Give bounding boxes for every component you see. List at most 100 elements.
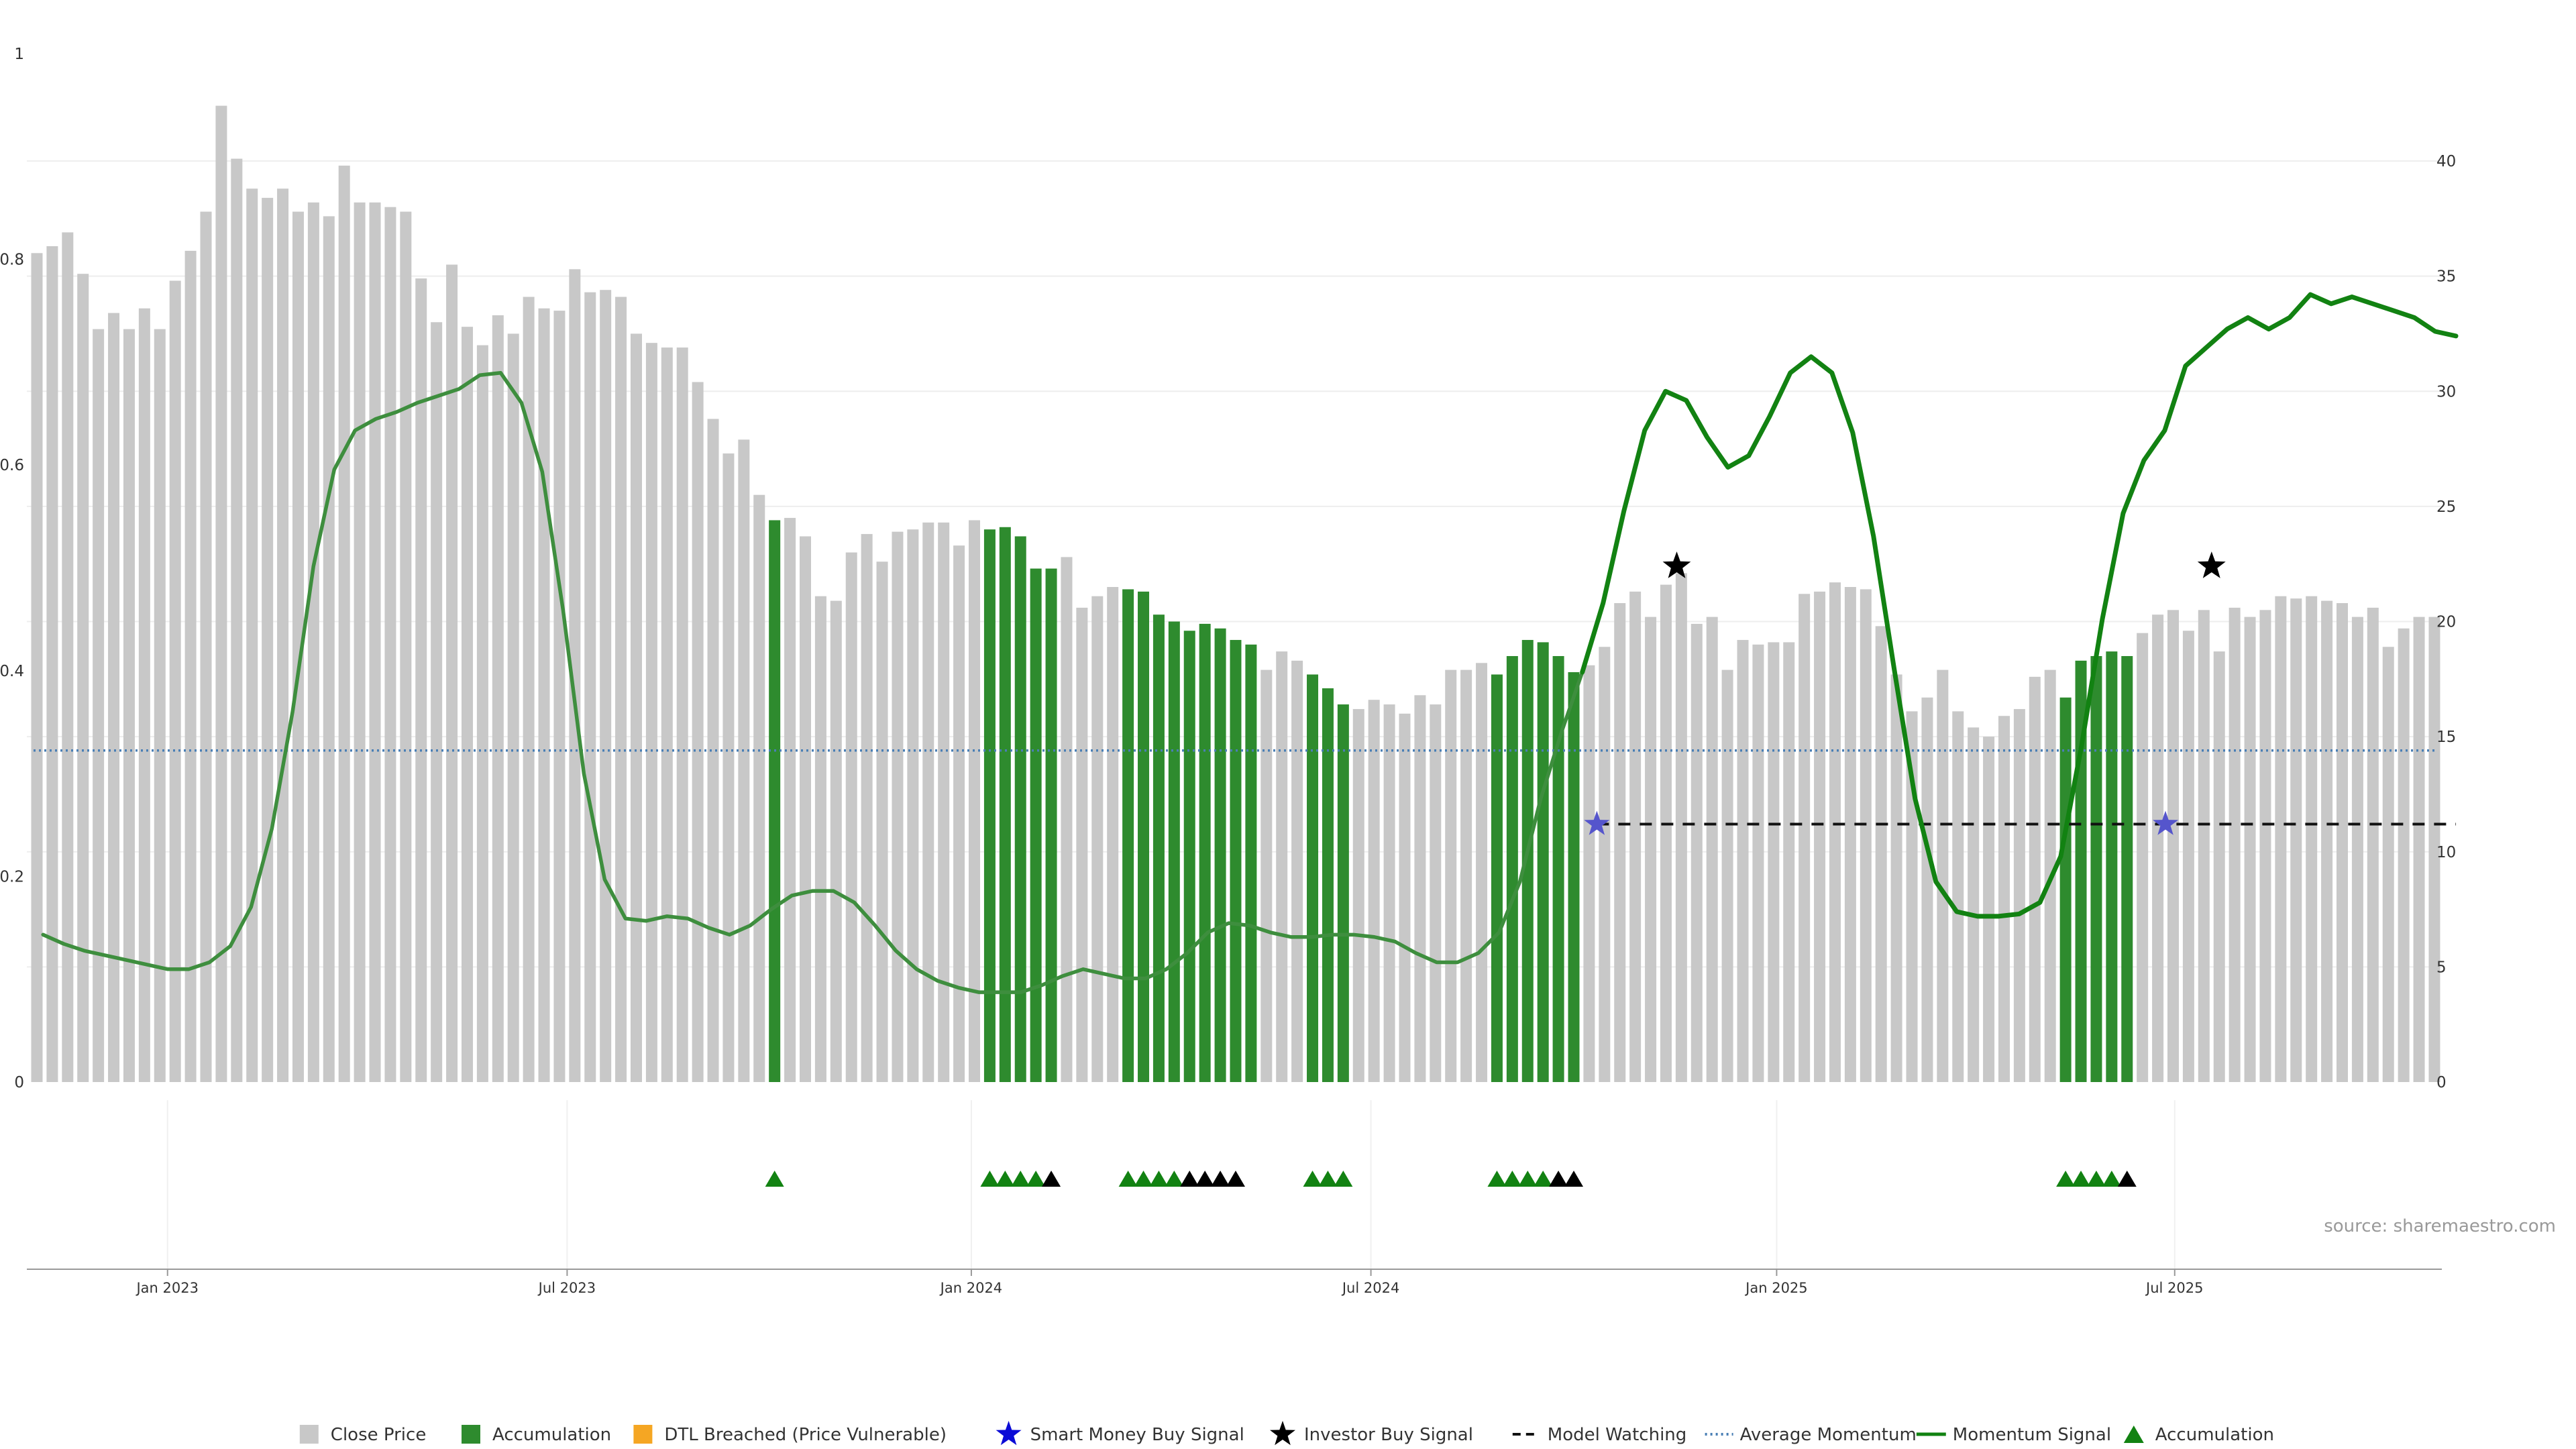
x-axis: Jan 2023 Jul 2023 Jan 2024 Jul 2024 Jan 2025…	[27, 1269, 2442, 1296]
close-price-bar	[2337, 603, 2348, 1082]
legend-item: Close Price	[299, 1425, 427, 1445]
left-tick-label: 0.8	[0, 252, 24, 269]
right-tick-label: 10	[2436, 844, 2456, 861]
legend-swatch	[462, 1425, 480, 1444]
legend-item: Investor Buy Signal	[1270, 1421, 1473, 1446]
close-price-bar	[1061, 557, 1073, 1082]
close-price-bar	[1460, 669, 1472, 1082]
right-tick-label: 0	[2436, 1074, 2447, 1091]
accumulation-bar	[1521, 639, 1534, 1082]
close-price-bar	[1768, 642, 1780, 1082]
left-tick-label: 0.4	[0, 663, 24, 680]
accumulation-bar	[1014, 536, 1026, 1082]
close-price-bar	[2398, 628, 2410, 1082]
legend-item: Average Momentum	[1705, 1425, 1917, 1445]
close-price-bar	[1445, 669, 1457, 1082]
close-price-bar	[600, 290, 612, 1083]
legend-item: Accumulation	[462, 1425, 611, 1445]
close-price-bar	[31, 253, 43, 1082]
close-price-bar	[1614, 603, 1626, 1082]
close-price-bar	[1952, 711, 1964, 1082]
close-price-bar	[1091, 596, 1104, 1082]
close-price-bar	[907, 529, 919, 1082]
accumulation-bar	[1568, 672, 1580, 1082]
legend-swatch	[299, 1425, 319, 1444]
accumulation-marker	[1011, 1171, 1030, 1187]
accumulation-marker	[2056, 1171, 2076, 1187]
legend: Close Price Accumulation DTL Breached (Pri…	[299, 1421, 2274, 1446]
x-tick-label: Jan 2025	[1744, 1280, 1808, 1296]
close-price-bar	[1983, 737, 1995, 1082]
close-price-bar	[2428, 616, 2440, 1082]
accumulation-bar	[999, 527, 1011, 1082]
close-price-bar	[1399, 713, 1411, 1082]
close-price-bar	[1721, 669, 1733, 1082]
close-price-bar	[2137, 633, 2149, 1082]
legend-item: DTL Breached (Price Vulnerable)	[633, 1425, 947, 1445]
close-price-bar	[2382, 647, 2394, 1082]
accumulation-marker	[1534, 1171, 1553, 1187]
close-price-bar	[1414, 695, 1426, 1082]
black-marker	[1211, 1171, 1230, 1187]
left-tick-label: 0	[14, 1074, 24, 1091]
close-price-bar	[1583, 665, 1595, 1082]
close-price-bar	[661, 347, 673, 1082]
accumulation-marker	[765, 1171, 784, 1187]
accumulation-bar	[2059, 697, 2072, 1082]
close-price-bar	[307, 202, 319, 1082]
close-price-bar	[1430, 704, 1442, 1082]
accumulation-marker	[1165, 1171, 1184, 1187]
accumulation-marker	[2086, 1171, 2106, 1187]
close-price-bar	[384, 207, 396, 1082]
close-price-bar	[2351, 616, 2363, 1082]
close-price-bar	[2213, 651, 2225, 1082]
close-price-bar	[2306, 596, 2318, 1082]
black-marker	[1195, 1171, 1215, 1187]
marker-panel	[765, 1171, 2137, 1187]
close-price-bar	[338, 165, 350, 1083]
close-price-bar	[645, 343, 657, 1083]
accumulation-marker	[1026, 1171, 1046, 1187]
accumulation-marker	[1334, 1171, 1353, 1187]
left-tick-label: 0.2	[0, 868, 24, 885]
close-price-bar	[507, 333, 519, 1082]
close-price-bar	[2321, 600, 2333, 1082]
accumulation-bar	[2090, 655, 2102, 1082]
close-price-bar	[814, 596, 826, 1082]
close-price-bar	[46, 246, 58, 1083]
close-price-bar	[2244, 616, 2256, 1082]
left-axis: 0 0.2 0.4 0.6 0.8 1	[0, 46, 24, 1091]
accumulation-marker	[2102, 1171, 2121, 1187]
black-marker	[1564, 1171, 1583, 1187]
accumulation-bar	[769, 520, 781, 1082]
close-price-bar	[1844, 587, 1856, 1082]
close-price-bar	[108, 313, 120, 1082]
close-price-bar	[476, 345, 488, 1082]
accumulation-bar	[1506, 655, 1518, 1082]
close-price-bar	[492, 315, 504, 1082]
close-price-bars	[31, 105, 2440, 1083]
black-marker	[2117, 1171, 2137, 1187]
close-price-bar	[1799, 594, 1811, 1082]
close-price-bar	[1107, 587, 1119, 1082]
legend-label: Close Price	[331, 1425, 427, 1445]
legend-label: Model Watching	[1548, 1425, 1686, 1445]
close-price-bar	[2013, 708, 2025, 1082]
close-price-bar	[169, 280, 181, 1082]
right-tick-label: 25	[2436, 498, 2456, 516]
close-price-bar	[1276, 651, 1288, 1082]
close-price-bar	[400, 211, 412, 1082]
close-price-bar	[262, 197, 274, 1082]
close-price-bar	[630, 333, 642, 1082]
close-price-bar	[2229, 607, 2241, 1082]
accumulation-bar	[2106, 651, 2118, 1082]
close-price-bar	[953, 545, 965, 1082]
close-price-bar	[1814, 591, 1826, 1082]
accumulation-marker	[1318, 1171, 1338, 1187]
accumulation-bar	[1245, 644, 1257, 1082]
close-price-bar	[1645, 616, 1657, 1082]
close-price-bar	[2275, 596, 2287, 1082]
black-marker	[1226, 1171, 1245, 1187]
close-price-bar	[1690, 623, 1703, 1082]
